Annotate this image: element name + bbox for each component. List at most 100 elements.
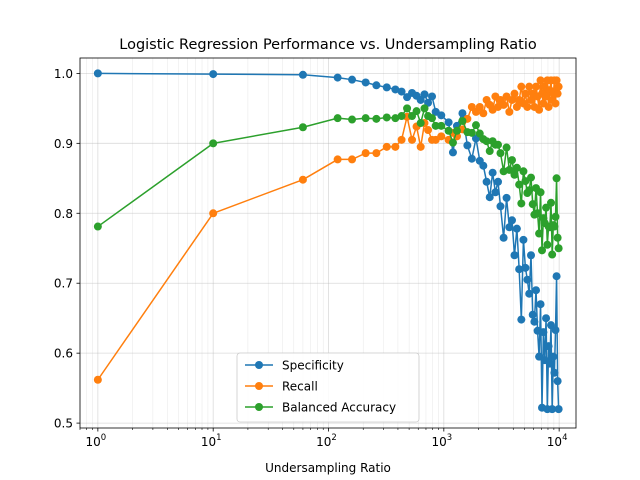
data-point [552,174,561,183]
data-point [547,198,556,207]
data-point [507,95,516,104]
data-point [499,100,508,109]
x-tick-label: 104 [547,433,568,449]
data-point [496,202,505,211]
data-point [416,95,425,104]
data-point [510,251,519,260]
data-point [448,148,457,157]
data-point [361,149,370,158]
x-axis-label: Undersampling Ratio [265,461,391,475]
data-point [424,126,433,135]
data-point [533,209,542,218]
data-point [479,109,488,118]
data-point [488,168,497,177]
y-tick-label: 0.6 [54,347,73,361]
x-tick-label: 101 [201,433,222,449]
data-point [471,121,480,130]
data-point [408,135,417,144]
data-point [517,315,526,324]
data-point [549,352,558,361]
data-point [348,115,357,124]
data-point [507,216,516,225]
data-point [209,139,218,148]
data-point [525,186,534,195]
data-point [93,375,102,384]
data-point [428,114,437,123]
y-tick-label: 0.8 [54,207,73,221]
data-point [505,165,514,174]
data-point [502,193,511,202]
legend-label: Recall [282,380,318,394]
data-point [512,102,521,111]
data-point [521,263,530,272]
data-point [420,90,429,99]
data-point [479,161,488,170]
data-point [485,147,494,156]
x-tick-label: 100 [86,433,107,449]
plot-frame [79,57,577,429]
data-point [519,235,528,244]
data-point [428,92,437,101]
data-point [528,310,537,319]
data-point [348,75,357,84]
data-point [361,78,370,87]
data-point [448,138,457,147]
data-point [391,142,400,151]
data-point [458,116,467,125]
data-point [416,142,425,151]
data-point [525,82,534,91]
data-point [552,272,561,281]
y-tick-label: 1.0 [54,67,73,81]
series-balanced-accuracy [93,104,563,259]
data-point [444,126,453,135]
data-point [397,135,406,144]
data-point [416,119,425,128]
data-point [515,265,524,274]
data-point [544,102,553,111]
data-point [209,70,218,79]
data-point [530,317,539,326]
data-point [538,246,546,255]
data-point [542,314,551,323]
data-point [361,114,370,123]
data-point [512,224,521,233]
data-point [548,405,557,414]
data-point [437,132,446,141]
data-point [517,199,526,208]
y-tick-label: 0.5 [54,417,73,431]
data-point [536,76,545,85]
data-point [507,156,516,165]
legend-marker [255,361,263,369]
legend-label: Balanced Accuracy [282,401,396,415]
chart-title: Logistic Regression Performance vs. Unde… [119,37,537,53]
data-point [475,102,484,111]
data-point [519,167,528,176]
data-point [532,82,541,91]
data-point [382,113,391,122]
data-point [543,240,552,249]
ticks: 100 101 102 103 104 0.5 0.6 0.7 0.8 0.9 1.0 [54,67,568,449]
data-point [548,250,557,259]
data-point [528,200,537,209]
y-tick-label: 0.7 [54,277,73,291]
data-point [535,105,544,114]
data-point [382,142,391,151]
data-point [458,109,467,118]
data-point [510,170,519,179]
legend-frame [236,352,420,423]
data-point [298,175,307,184]
data-point [542,203,551,212]
data-point [545,359,554,368]
data-point [523,275,532,284]
data-point [502,143,511,152]
data-point [298,123,307,132]
data-point [539,328,548,337]
data-point [496,149,505,158]
data-point [512,163,521,172]
data-point [467,154,476,163]
data-point [333,73,342,82]
data-point [553,89,562,98]
data-point [403,104,412,113]
legend-marker [255,382,263,390]
